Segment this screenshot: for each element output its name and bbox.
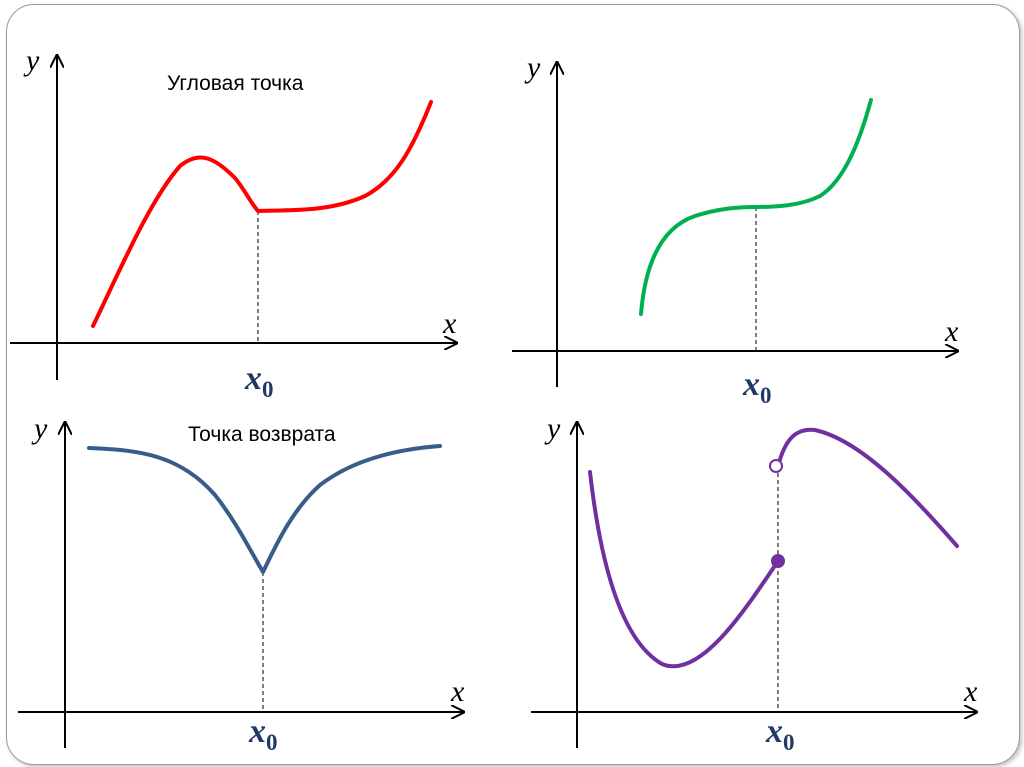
y-axis-label: y: [31, 412, 48, 445]
panel-title: Угловая точка: [167, 72, 304, 95]
left-branch-curve: [588, 470, 780, 669]
open-endpoint-marker: [769, 459, 783, 473]
right-branch-curve: [776, 427, 959, 548]
x0-label: x0: [742, 366, 772, 408]
x0-label: x0: [765, 713, 795, 755]
filled-endpoint-marker: [771, 554, 785, 568]
cusp-curve: [87, 444, 442, 574]
y-axis-label: y: [23, 44, 40, 77]
corner-point-curve: [91, 100, 433, 328]
x-axis-label: x: [442, 307, 457, 340]
slide-frame: [6, 4, 1020, 765]
x-axis-label: x: [944, 315, 959, 348]
panel-inflection-point: y x x0: [512, 51, 959, 408]
x0-label: x0: [244, 360, 274, 402]
panel-cusp-point: y x Точка возврата x0: [18, 412, 465, 755]
y-axis-label: y: [524, 51, 541, 84]
panel-title: Точка возврата: [188, 423, 336, 446]
y-axis-label: y: [544, 412, 561, 445]
panel-discontinuity: y x x0: [531, 412, 978, 755]
panel-corner-point: y x Угловая точка x0: [10, 44, 457, 402]
x-axis-label: x: [450, 675, 465, 708]
inflection-curve: [639, 98, 873, 316]
x-axis-label: x: [963, 675, 978, 708]
x0-label: x0: [248, 713, 278, 755]
